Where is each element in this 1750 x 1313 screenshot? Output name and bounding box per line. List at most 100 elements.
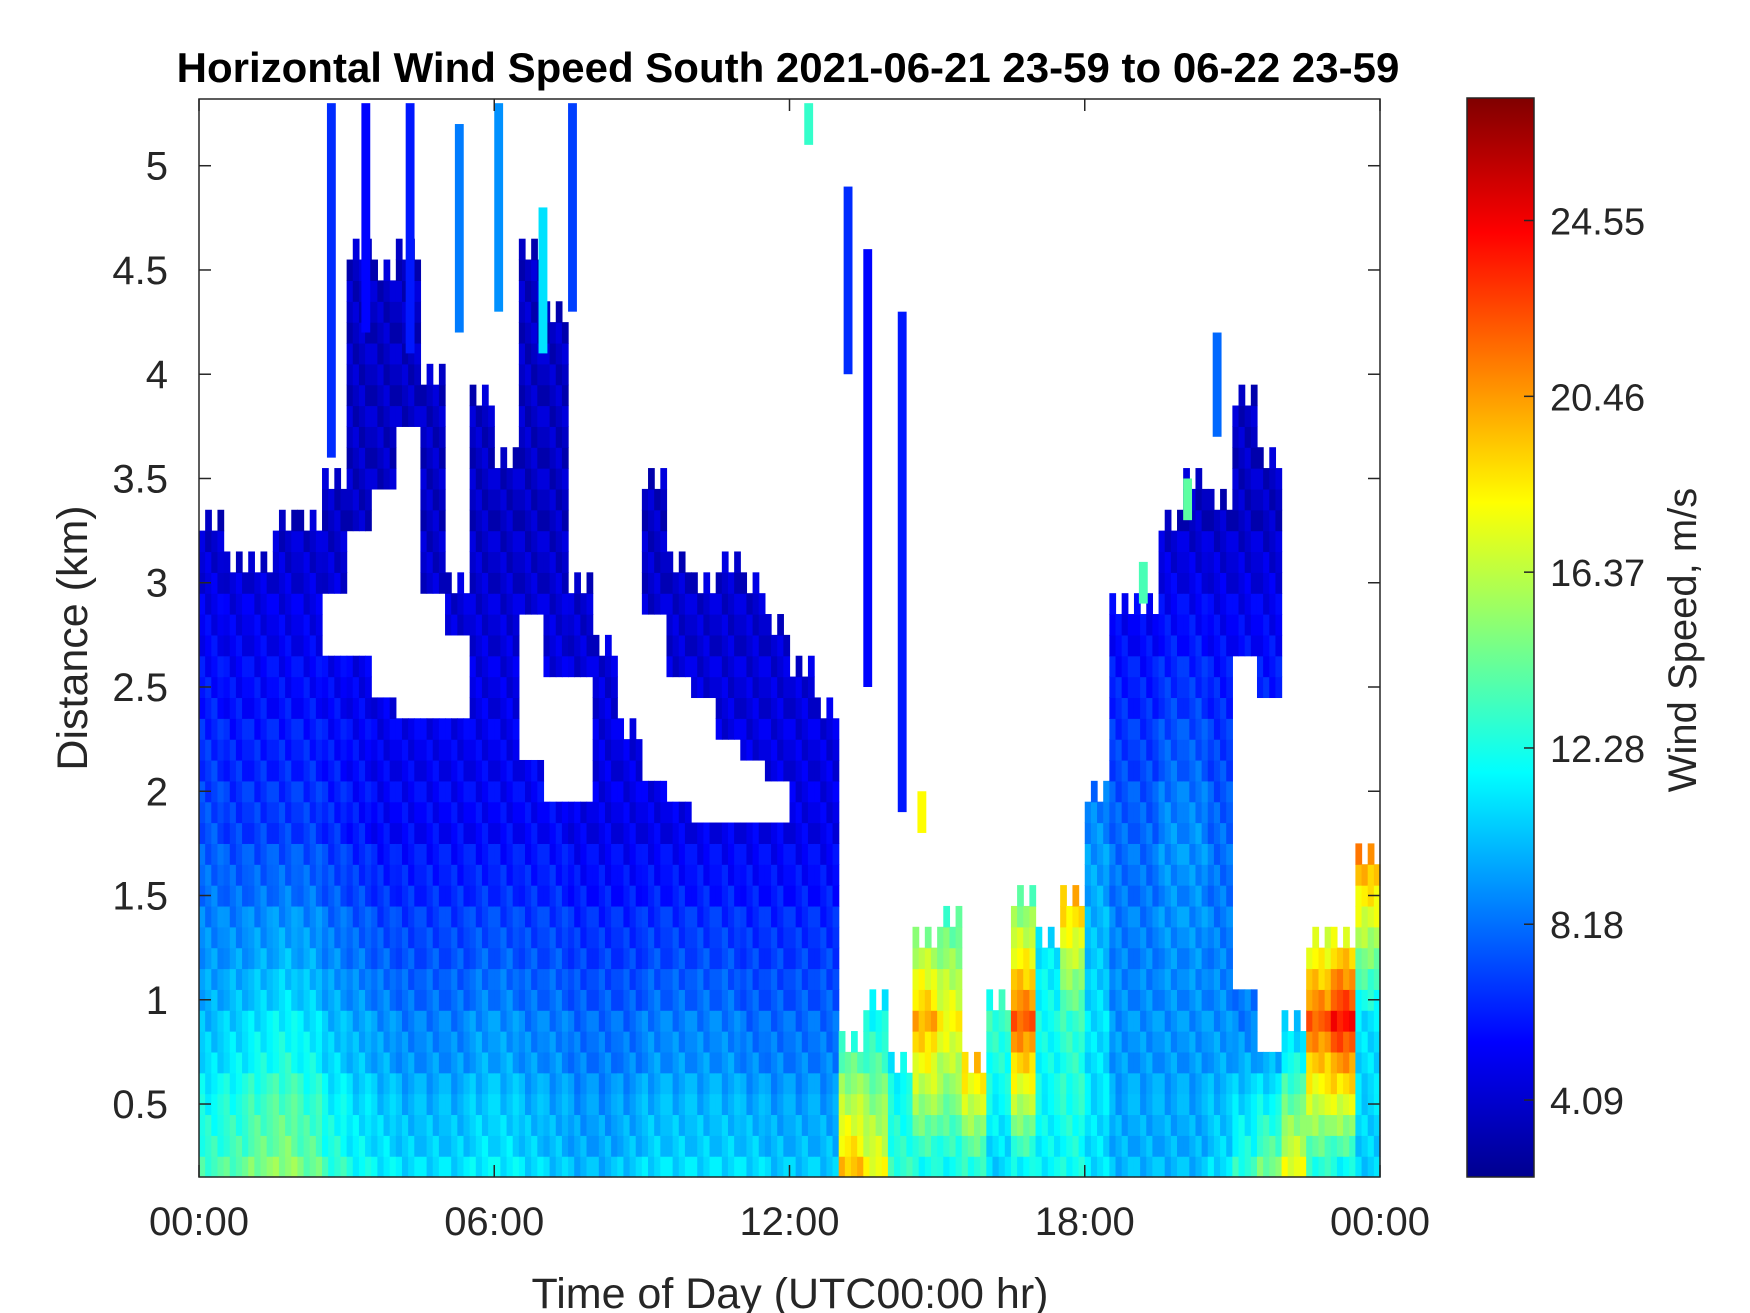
heatmap-cell bbox=[432, 926, 440, 949]
heatmap-cell bbox=[322, 864, 329, 886]
heatmap-cell bbox=[697, 1031, 704, 1053]
heatmap-cell bbox=[346, 1093, 354, 1116]
heatmap-cell bbox=[211, 1010, 219, 1032]
heatmap-cell bbox=[432, 968, 440, 990]
heatmap-cell bbox=[469, 1051, 477, 1074]
heatmap-cell bbox=[1023, 1135, 1030, 1157]
heatmap-cell bbox=[414, 280, 422, 302]
heatmap-cell bbox=[1164, 655, 1172, 678]
heatmap-cell bbox=[278, 697, 286, 719]
heatmap-cell bbox=[322, 739, 329, 761]
heatmap-cell bbox=[266, 1010, 274, 1032]
x-tick-label: 06:00 bbox=[444, 1200, 544, 1244]
heatmap-cell bbox=[518, 1156, 526, 1178]
heatmap-cell bbox=[537, 447, 545, 469]
heatmap-cell bbox=[604, 864, 612, 886]
heatmap-cell bbox=[574, 614, 581, 636]
heatmap-cell bbox=[340, 864, 348, 886]
heatmap-cell bbox=[371, 259, 378, 281]
heatmap-cell bbox=[500, 593, 508, 615]
heatmap-cell bbox=[506, 572, 514, 594]
heatmap-cell bbox=[684, 1156, 692, 1178]
heatmap-cell bbox=[303, 614, 311, 636]
heatmap-cell bbox=[408, 1135, 415, 1157]
heatmap-cell bbox=[322, 843, 329, 865]
heatmap-cell bbox=[242, 885, 249, 907]
heatmap-cell bbox=[807, 989, 815, 1011]
heatmap-cell bbox=[684, 864, 692, 886]
heatmap-cell bbox=[1361, 905, 1369, 928]
heatmap-cell bbox=[764, 676, 772, 699]
heatmap-cell bbox=[1263, 551, 1270, 573]
heatmap-cell bbox=[1287, 1072, 1295, 1095]
heatmap-cell bbox=[438, 885, 446, 907]
heatmap-cell bbox=[955, 1156, 963, 1178]
heatmap-cell bbox=[1146, 926, 1154, 949]
heatmap-cell bbox=[1361, 947, 1369, 970]
heatmap-cell bbox=[488, 1093, 495, 1116]
heatmap-cell bbox=[500, 1114, 508, 1136]
heatmap-cell bbox=[1367, 947, 1375, 970]
heatmap-cell bbox=[992, 1114, 1000, 1136]
heatmap-cell bbox=[525, 822, 532, 844]
heatmap-cell bbox=[678, 1093, 686, 1116]
heatmap-cell bbox=[445, 614, 452, 636]
heatmap-cell bbox=[1373, 1156, 1381, 1178]
heatmap-cell bbox=[1312, 1010, 1320, 1032]
heatmap-cell bbox=[457, 905, 465, 928]
heatmap-cell bbox=[961, 1093, 969, 1116]
heatmap-cell bbox=[285, 864, 292, 886]
heatmap-cell bbox=[746, 905, 754, 928]
heatmap-cell bbox=[568, 1156, 575, 1178]
heatmap-cell bbox=[1170, 822, 1178, 844]
heatmap-cell bbox=[1373, 926, 1381, 949]
heatmap-cell bbox=[795, 989, 803, 1011]
heatmap-cell bbox=[457, 843, 465, 865]
heatmap-cell bbox=[568, 614, 575, 636]
heatmap-cell bbox=[611, 989, 618, 1011]
heatmap-cell bbox=[1090, 905, 1098, 928]
heatmap-cell bbox=[1146, 593, 1154, 615]
heatmap-cell bbox=[531, 488, 538, 511]
heatmap-cell bbox=[500, 780, 508, 803]
heatmap-cell bbox=[771, 885, 778, 907]
heatmap-cell bbox=[832, 1031, 840, 1053]
heatmap-cell bbox=[205, 593, 212, 615]
heatmap-cell bbox=[887, 1114, 895, 1136]
heatmap-cell bbox=[1140, 801, 1147, 824]
heatmap-cell bbox=[426, 843, 434, 865]
heatmap-cell bbox=[475, 885, 483, 907]
heatmap-cell bbox=[445, 864, 452, 886]
heatmap-cell bbox=[328, 1010, 335, 1032]
heatmap-cell bbox=[266, 634, 274, 657]
heatmap-cell bbox=[887, 1072, 895, 1095]
heatmap-cell bbox=[1127, 614, 1135, 636]
heatmap-cell bbox=[758, 1051, 766, 1074]
heatmap-cell bbox=[242, 822, 249, 844]
heatmap-cell bbox=[568, 905, 575, 928]
heatmap-cell bbox=[525, 1031, 532, 1053]
heatmap-cell bbox=[1238, 593, 1246, 615]
heatmap-cell bbox=[278, 822, 286, 844]
heatmap-cell bbox=[518, 322, 526, 344]
heatmap-cell bbox=[691, 864, 698, 886]
heatmap-cell bbox=[531, 947, 538, 970]
heatmap-cell bbox=[488, 780, 495, 803]
heatmap-cell bbox=[1195, 968, 1203, 990]
heatmap-cell bbox=[525, 384, 532, 407]
heatmap-cell bbox=[783, 1051, 791, 1074]
heatmap-cell bbox=[672, 801, 680, 824]
heatmap-cell bbox=[598, 801, 606, 824]
heatmap-cell bbox=[1238, 1051, 1246, 1074]
heatmap-cell bbox=[820, 885, 828, 907]
heatmap-cell bbox=[1078, 1010, 1086, 1032]
heatmap-cell bbox=[746, 968, 754, 990]
heatmap-cell bbox=[235, 1093, 243, 1116]
heatmap-cell bbox=[1207, 864, 1215, 886]
heatmap-cell bbox=[371, 447, 378, 469]
heatmap-cell bbox=[1300, 1135, 1307, 1157]
heatmap-cell bbox=[580, 989, 588, 1011]
heatmap-cell bbox=[555, 1051, 563, 1074]
heatmap-cell bbox=[807, 1135, 815, 1157]
heatmap-cell bbox=[1017, 1135, 1024, 1157]
